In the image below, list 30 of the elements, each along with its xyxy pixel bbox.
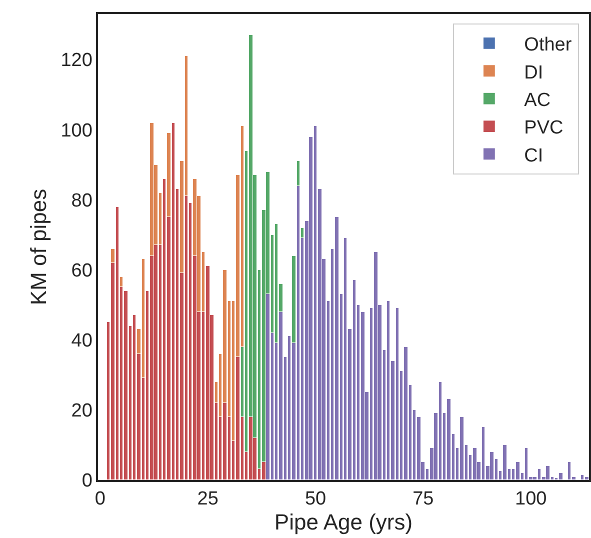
bar [545, 465, 550, 480]
bar [489, 451, 494, 480]
legend-label: Other [524, 34, 572, 56]
bar [334, 216, 339, 480]
y-tick-label: 80 [71, 190, 92, 212]
y-tick-label: 60 [71, 260, 92, 282]
y-tick-label: 0 [82, 470, 92, 492]
x-tick-label: 0 [94, 488, 106, 510]
bar [558, 472, 563, 480]
bar [446, 398, 451, 480]
y-tick-label: 100 [60, 120, 92, 142]
bar [515, 461, 520, 480]
x-axis-title: Pipe Age (yrs) [274, 510, 413, 535]
y-axis-title: KM of pipes [26, 188, 52, 306]
y-tick-label: 20 [71, 400, 92, 422]
legend-label: CI [524, 145, 544, 166]
y-tick-label: 40 [71, 330, 92, 352]
legend-label: PVC [524, 118, 564, 139]
bar [472, 447, 477, 480]
bar [502, 444, 507, 480]
x-tick-label: 100 [515, 488, 547, 510]
y-tick-label: 120 [60, 50, 92, 72]
x-tick-label: 75 [412, 488, 434, 510]
x-tick-label: 25 [197, 488, 218, 510]
bar [403, 346, 408, 480]
x-tick-label: 50 [304, 488, 326, 510]
bar [123, 290, 128, 480]
legend-label: AC [524, 90, 551, 111]
legend-label: DI [524, 62, 544, 84]
bar [459, 416, 464, 480]
